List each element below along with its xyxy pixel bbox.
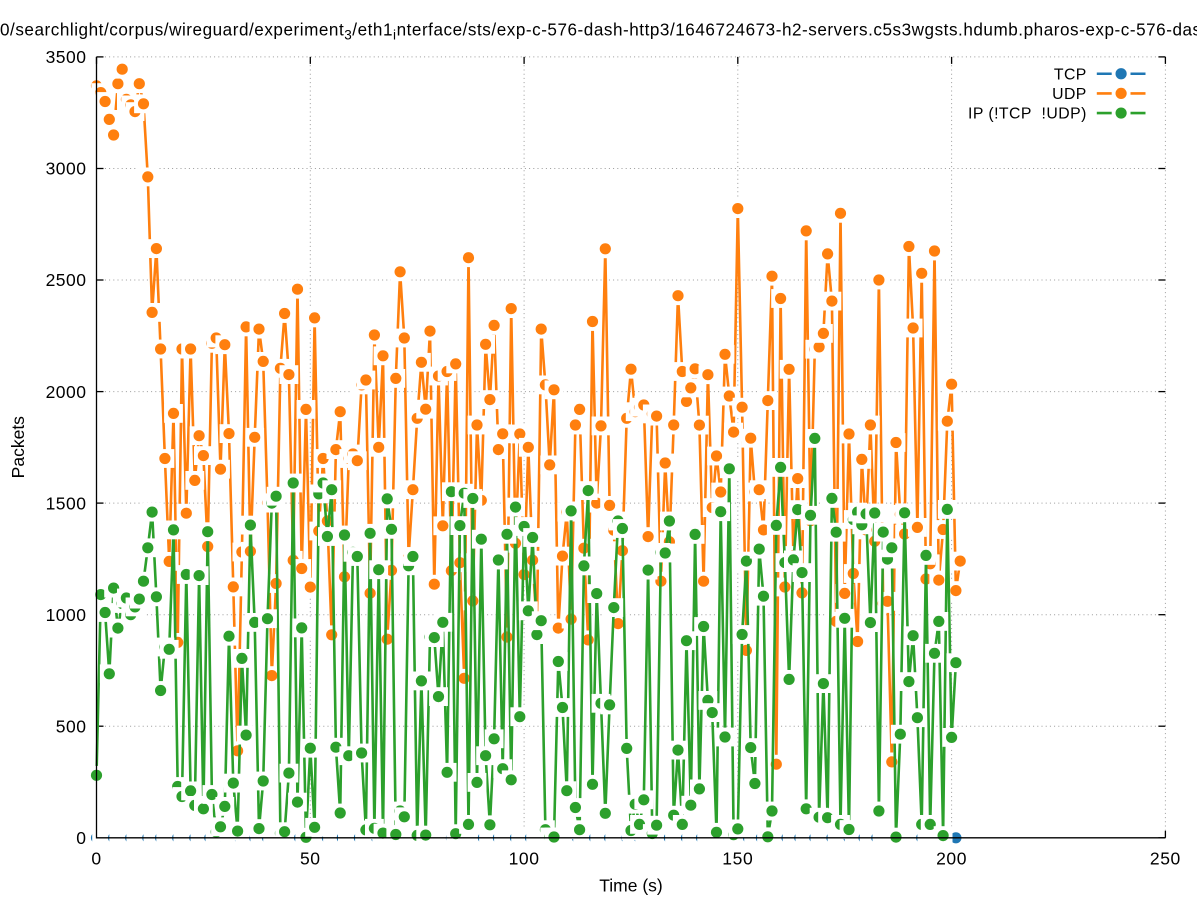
- svg-text:0: 0: [91, 849, 101, 869]
- svg-text:150: 150: [722, 849, 753, 869]
- svg-text:UDP: UDP: [1052, 86, 1087, 103]
- svg-text:TCP: TCP: [1054, 66, 1087, 83]
- svg-text:50: 50: [300, 849, 321, 869]
- svg-text:0/searchlight/corpus/wireguard: 0/searchlight/corpus/wireguard/experimen…: [0, 20, 1197, 42]
- svg-text:2500: 2500: [46, 270, 87, 290]
- svg-text:500: 500: [56, 716, 87, 736]
- svg-text:250: 250: [1150, 849, 1181, 869]
- svg-text:100: 100: [509, 849, 540, 869]
- svg-text:1000: 1000: [46, 605, 87, 625]
- svg-text:Packets: Packets: [8, 416, 28, 478]
- svg-text:Time (s): Time (s): [599, 875, 663, 895]
- svg-text:0: 0: [76, 828, 86, 848]
- svg-text:3500: 3500: [46, 47, 87, 67]
- svg-text:1500: 1500: [46, 493, 87, 513]
- svg-text:2000: 2000: [46, 382, 87, 402]
- svg-text:IP (!TCP !UDP): IP (!TCP !UDP): [968, 106, 1087, 123]
- svg-text:3000: 3000: [46, 159, 87, 179]
- svg-text:200: 200: [936, 849, 967, 869]
